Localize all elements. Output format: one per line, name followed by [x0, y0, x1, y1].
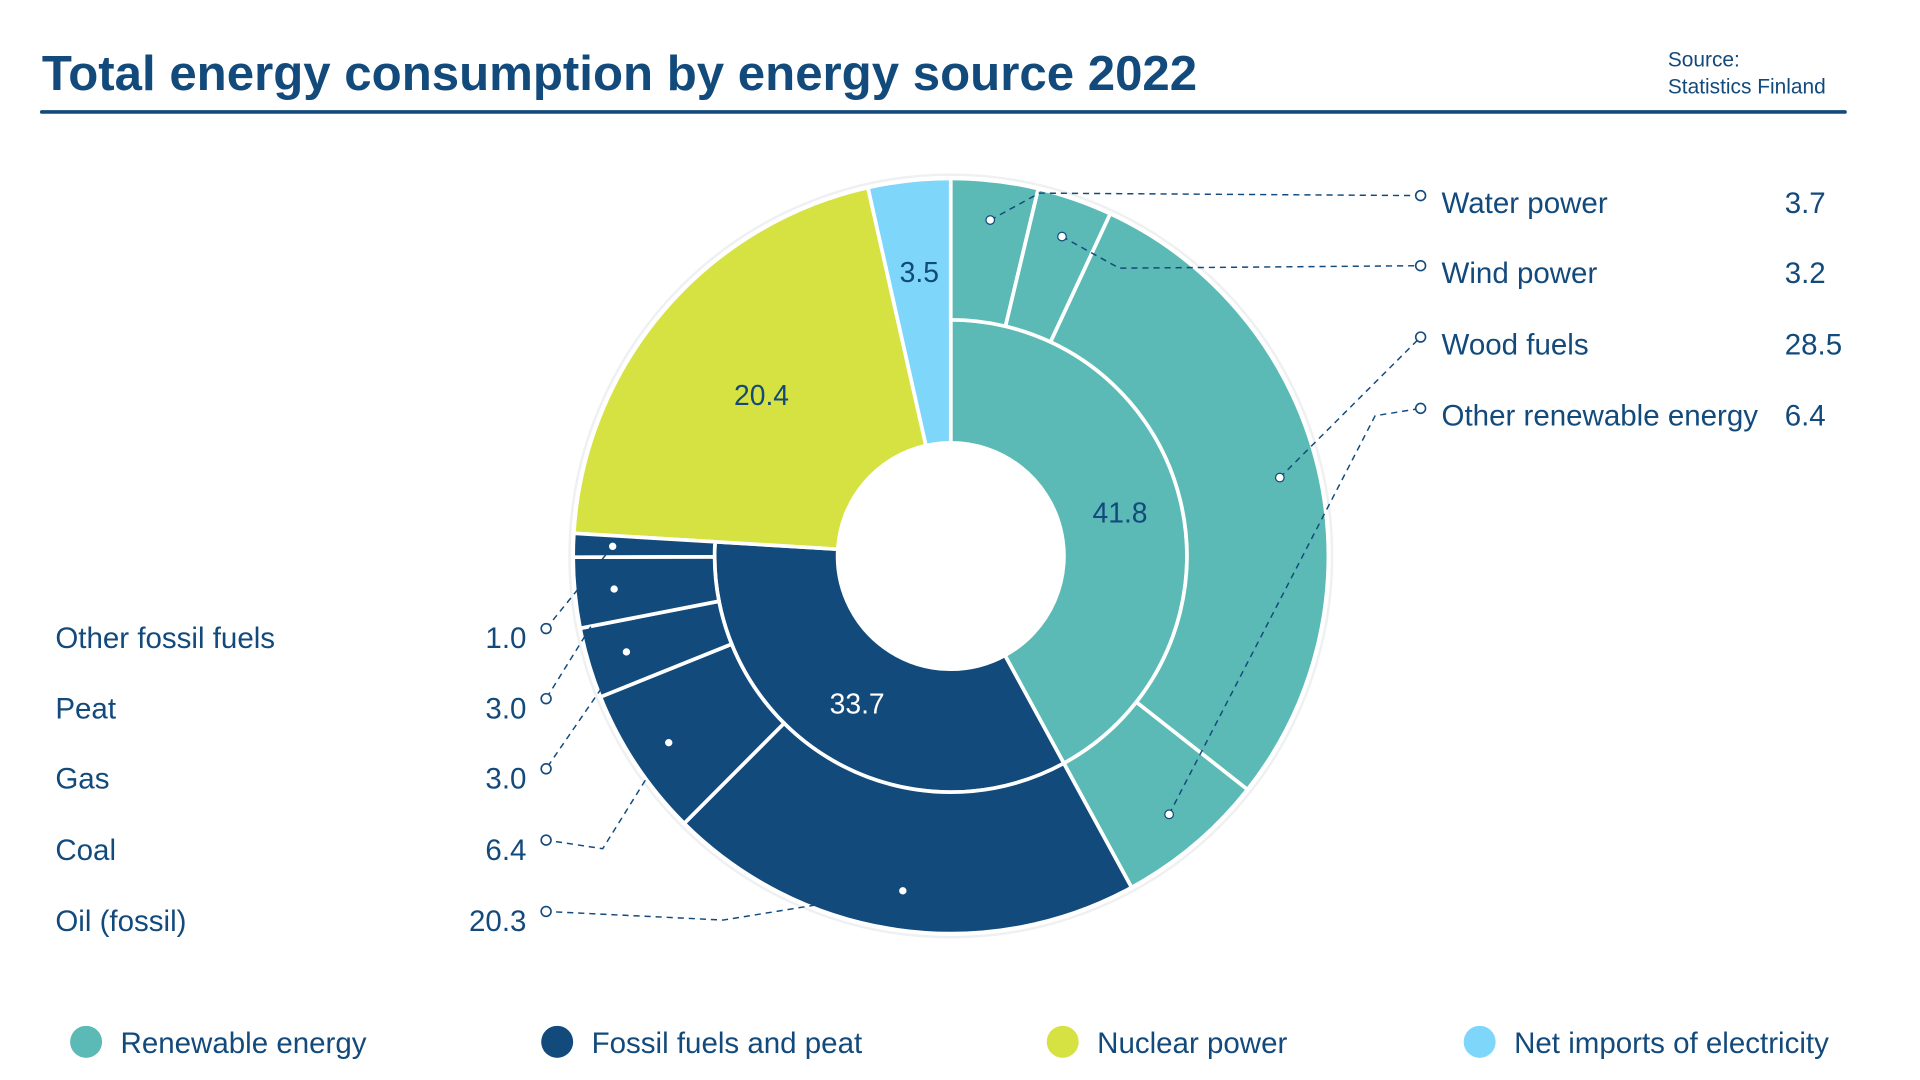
- legend-label-net-imports-of-electricity: Net imports of electricity: [1514, 1027, 1829, 1060]
- donut-outline: [568, 173, 1334, 939]
- value-wind-power: 3.2: [1785, 257, 1826, 290]
- leader-end-circle: [1414, 189, 1427, 202]
- slice-value-label: 41.8: [1093, 497, 1148, 529]
- source-label: Source:: [1668, 48, 1740, 71]
- leader-dot: [897, 885, 908, 896]
- leader-dot: [609, 584, 620, 594]
- leader-line-wind-power: [1061, 235, 1421, 269]
- leader-dot: [607, 541, 618, 552]
- value-gas: 3.0: [485, 762, 526, 795]
- leader-dot: [621, 647, 632, 657]
- label-gas: Gas: [55, 762, 109, 795]
- value-water-power: 3.7: [1785, 187, 1826, 220]
- value-peat: 3.0: [485, 692, 526, 725]
- label-other-renewable-energy: Other renewable energy: [1442, 400, 1759, 433]
- legend-swatch-renewable-energy: [70, 1025, 103, 1058]
- slice-wood-fuels[interactable]: [1048, 211, 1331, 793]
- leader-end-circle: [1414, 331, 1427, 343]
- label-coal: Coal: [55, 834, 116, 867]
- leader-end-circle: [540, 622, 552, 635]
- legend-label-renewable-energy: Renewable energy: [121, 1027, 367, 1060]
- label-wood-fuels: Wood fuels: [1442, 328, 1589, 361]
- value-coal: 6.4: [485, 834, 526, 867]
- donut: [568, 173, 1334, 939]
- leader-line-other-renewable-energy: [1168, 407, 1421, 815]
- leader-dot: [985, 215, 996, 225]
- label-water-power: Water power: [1442, 187, 1608, 220]
- legend-swatch-nuclear-power: [1046, 1025, 1079, 1058]
- slice-labels: 41.8 33.7 20.4 3.5 Water power 3.7 Wind power 3…: [55, 187, 1842, 938]
- chart-title: Total energy consumption by energy sourc…: [42, 46, 1197, 101]
- legend: Renewable energy Fossil fuels and peat Nuc…: [70, 1025, 1829, 1060]
- leader-end-circle: [540, 763, 552, 775]
- label-wind-power: Wind power: [1442, 257, 1598, 290]
- slice-value-label: 33.7: [830, 687, 885, 719]
- leader-dot: [1164, 809, 1175, 820]
- leader-end-circle: [1414, 259, 1427, 272]
- leader-line-oil-fossil: [546, 890, 903, 921]
- legend-swatch-fossil-fuels-and-peat: [541, 1025, 574, 1058]
- slice-other-fossil-fuels[interactable]: [571, 531, 717, 560]
- label-peat: Peat: [55, 692, 116, 725]
- slice-value-label: 20.4: [734, 379, 789, 411]
- value-other-fossil-fuels: 1.0: [485, 622, 526, 655]
- legend-label-fossil-fuels-and-peat: Fossil fuels and peat: [592, 1027, 863, 1060]
- legend-swatch-net-imports-of-electricity: [1463, 1025, 1496, 1058]
- label-other-fossil-fuels: Other fossil fuels: [55, 622, 275, 655]
- leader-dot: [1057, 231, 1067, 242]
- leader-end-circle: [540, 692, 552, 705]
- leader-dot: [1274, 472, 1285, 483]
- leader-line-gas: [545, 651, 628, 770]
- leader-lines: [540, 189, 1427, 921]
- leader-end-circle: [1414, 402, 1427, 415]
- label-oil-fossil: Oil (fossil): [55, 905, 186, 938]
- value-other-renewable-energy: 6.4: [1785, 400, 1826, 433]
- value-wood-fuels: 28.5: [1785, 328, 1842, 361]
- leader-end-circle: [540, 834, 552, 846]
- legend-label-nuclear-power: Nuclear power: [1097, 1027, 1287, 1060]
- slice-nuclear-power[interactable]: [571, 185, 929, 552]
- slice-value-label: 3.5: [900, 256, 939, 288]
- value-oil-fossil: 20.3: [469, 905, 526, 938]
- source-name: Statistics Finland: [1668, 76, 1826, 99]
- leader-dot: [663, 737, 674, 748]
- leader-line-coal: [546, 742, 670, 850]
- leader-end-circle: [540, 905, 552, 918]
- leader-line-water-power: [989, 192, 1421, 221]
- slice-oil-fossil[interactable]: [681, 720, 1135, 936]
